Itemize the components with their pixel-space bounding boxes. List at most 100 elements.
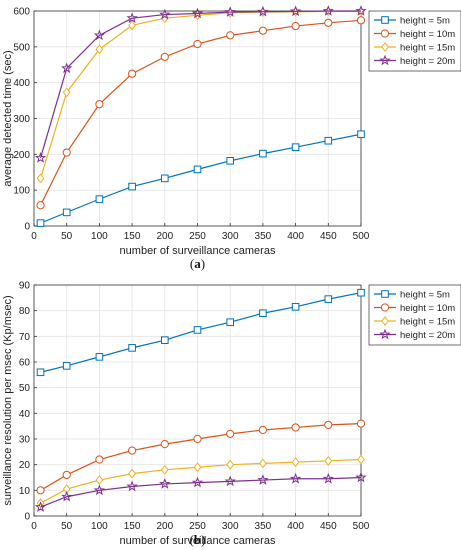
chart-b-data-point: [258, 425, 267, 435]
chart-a-data-point: [36, 201, 45, 210]
chart-b-x-tick-label: 350: [255, 521, 272, 532]
chart-a-legend-entry: height = 5m: [400, 15, 450, 26]
chart-a-data-point: [128, 20, 137, 31]
chart-b-data-point: [160, 440, 169, 449]
chart-b-series-2: [36, 419, 366, 495]
chart-b-x-axis-label: number of surveillance cameras: [120, 535, 276, 547]
chart-b-legend-entry: height = 20m: [400, 330, 455, 341]
chart-a-data-point: [128, 182, 136, 191]
chart-a-data-point: [257, 5, 269, 17]
chart-a-data-point: [355, 5, 367, 16]
chart-b-data-point: [226, 459, 235, 470]
chart-a-data-point: [356, 16, 366, 25]
chart-a-data-point: [224, 6, 236, 17]
chart-b-y-tick-label: 0: [24, 512, 30, 523]
chart-b-x-tick-label: 500: [353, 521, 370, 532]
chart-b-data-point: [95, 475, 104, 485]
chart-a-data-point: [226, 156, 234, 165]
chart-b-data-point: [291, 303, 300, 311]
chart-b-series-line: [40, 476, 362, 508]
chart-b-legend-marker: [381, 290, 389, 298]
chart-b-data-point: [289, 472, 302, 484]
chart-b-data-point: [357, 288, 365, 297]
chart-b-data-point: [193, 326, 202, 334]
chart-b-data-point: [356, 419, 366, 428]
chart-a-y-tick-label: 100: [13, 186, 30, 197]
chart-b-y-tick-label: 90: [19, 281, 31, 292]
chart-a-series-2: [36, 16, 366, 210]
chart-b-x-tick-label: 400: [287, 521, 304, 532]
chart-a-x-tick-label: 50: [61, 231, 73, 242]
chart-a-data-point: [324, 136, 333, 145]
chart-b-legend-entry: height = 15m: [400, 316, 455, 327]
chart-a-data-point: [289, 5, 302, 17]
chart-a-data-point: [226, 31, 235, 40]
chart-a-x-tick-label: 350: [255, 231, 272, 242]
chart-b-panel-label: (b): [190, 532, 206, 547]
chart-a-x-tick-label: 450: [320, 231, 337, 242]
chart-b-data-point: [259, 309, 267, 318]
chart-a-legend-marker: [381, 16, 389, 24]
chart-b-data-point: [357, 454, 365, 465]
chart-a-legend-entry: height = 20m: [400, 56, 455, 67]
chart-a-legend-marker: [381, 42, 389, 52]
chart-a-y-tick-label: 500: [13, 42, 30, 53]
chart-b-data-point: [324, 455, 333, 466]
chart-a-x-tick-label: 500: [353, 231, 370, 242]
chart-a-data-point: [61, 62, 73, 74]
chart-b-data-point: [36, 368, 45, 377]
chart-a-data-point: [34, 151, 47, 163]
chart-b-data-point: [291, 457, 300, 468]
chart-b-data-point: [193, 434, 202, 444]
chart-a-data-point: [95, 195, 104, 203]
chart-a-x-tick-label: 100: [91, 231, 108, 242]
chart-a-data-point: [36, 219, 45, 227]
chart-b-series-3: [36, 454, 365, 509]
chart-a-x-tick-label: 150: [124, 231, 141, 242]
chart-b-x-tick-label: 150: [124, 521, 141, 532]
chart-b-data-point: [191, 476, 204, 488]
chart-a-data-point: [161, 174, 169, 183]
chart-b-x-tick-label: 200: [156, 521, 173, 532]
chart-b-y-tick-label: 50: [19, 383, 31, 394]
chart-b-y-tick-label: 10: [19, 486, 31, 497]
chart-b-data-point: [93, 484, 106, 496]
chart-a-data-point: [291, 143, 300, 151]
chart-a-x-axis-label: number of surveillance cameras: [120, 245, 276, 257]
chart-b-y-tick-label: 60: [19, 358, 31, 369]
chart-a-data-point: [193, 165, 202, 174]
chart-a-data-point: [291, 21, 300, 31]
chart-b-data-point: [226, 318, 234, 327]
chart-b-legend-marker: [379, 328, 391, 340]
chart-a-x-tick-label: 250: [189, 231, 206, 242]
chart-b-legend-entry: height = 10m: [400, 303, 455, 314]
chart-a-data-point: [191, 7, 204, 19]
chart-a-data-point: [126, 12, 138, 23]
chart-b-data-point: [226, 429, 235, 438]
chart-a-series-4: [34, 5, 367, 163]
chart-b-data-point: [128, 446, 137, 455]
chart-a-x-tick-label: 400: [287, 231, 304, 242]
chart-b-data-point: [159, 477, 171, 489]
chart-b-legend-marker: [381, 316, 389, 326]
chart-a-data-point: [258, 26, 267, 35]
chart-a-y-tick-label: 600: [13, 7, 30, 18]
chart-a-legend-marker: [380, 29, 390, 38]
chart-b-data-point: [355, 471, 367, 483]
chart-b-x-tick-label: 50: [61, 521, 73, 532]
chart-a-legend-entry: height = 15m: [400, 42, 455, 53]
chart-a-data-point: [95, 44, 104, 55]
chart-a-x-tick-label: 200: [156, 231, 173, 242]
chart-b-data-point: [61, 490, 73, 502]
chart-a-y-axis-label: average detected time (sec): [2, 50, 14, 186]
chart-b-series-1: [36, 288, 365, 377]
chart-a-data-point: [259, 149, 267, 158]
chart-b-data-point: [160, 464, 169, 475]
chart-b-x-tick-label: 0: [31, 521, 37, 532]
chart-b-data-point: [126, 480, 138, 492]
chart-b-data-point: [257, 474, 269, 485]
chart-b-data-point: [62, 470, 71, 480]
chart-b-data-point: [95, 455, 104, 464]
chart-b-data-point: [34, 501, 47, 512]
chart-a-data-point: [36, 173, 45, 184]
